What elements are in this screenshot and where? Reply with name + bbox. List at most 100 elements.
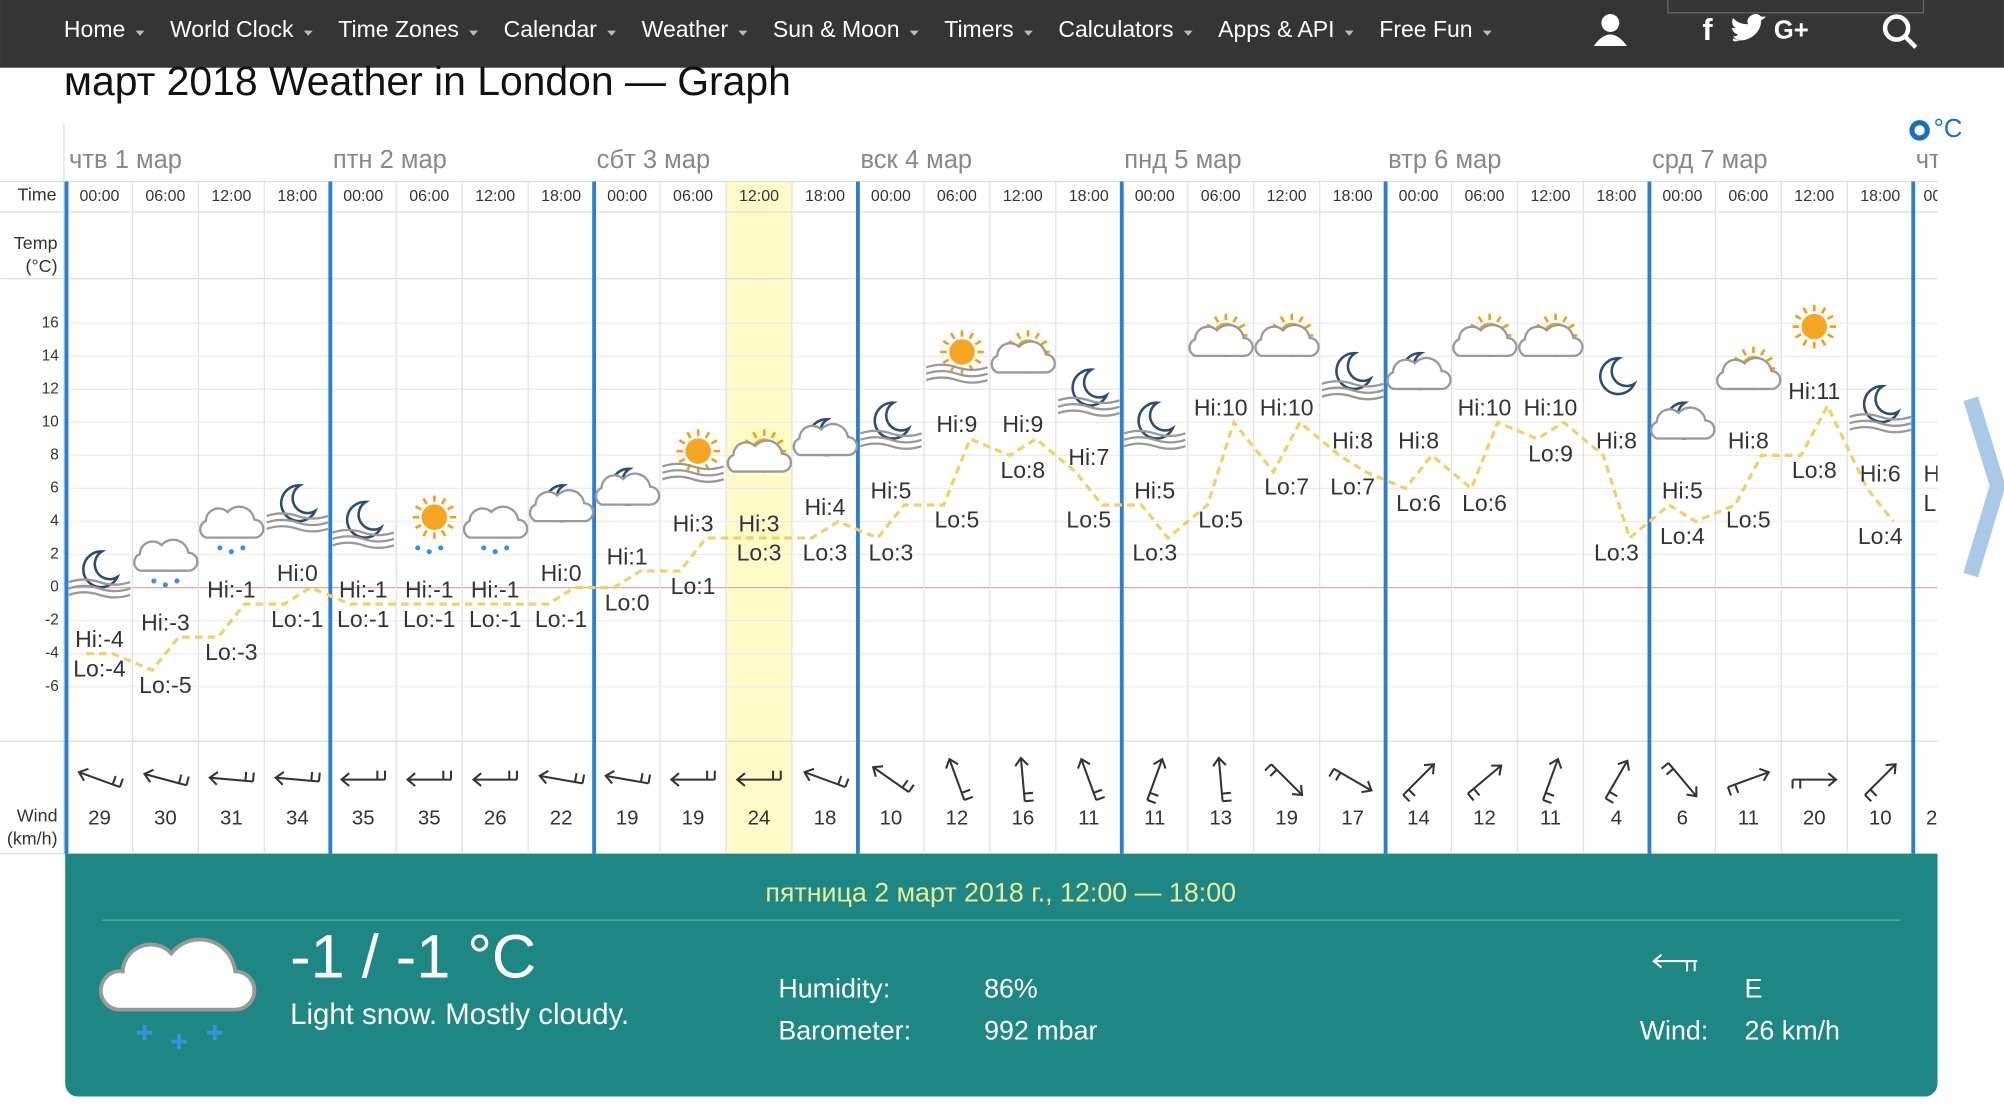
settings-icon[interactable] <box>1909 120 1930 141</box>
wind-arrow <box>77 767 124 788</box>
time-label: 12:00 <box>1003 188 1043 205</box>
sun <box>421 504 448 530</box>
wave <box>266 518 329 527</box>
nav-item[interactable]: Apps & API <box>1218 16 1334 42</box>
time-label: 12:00 <box>739 188 779 205</box>
wind-speed: 10 <box>1869 807 1892 830</box>
arrow-feather <box>1726 786 1732 796</box>
sun-ray <box>1826 333 1834 339</box>
sun-ray <box>1562 315 1568 323</box>
arrow-head <box>1423 763 1436 775</box>
arrow-shaft <box>605 774 649 785</box>
wave <box>1057 396 1120 405</box>
weather-icon <box>594 467 661 506</box>
nav-item[interactable]: Sun & Moon <box>773 16 900 42</box>
search-icon[interactable] <box>1882 14 1918 49</box>
hi-label: H <box>1923 461 1940 487</box>
nav-item[interactable]: Calculators <box>1058 16 1173 42</box>
time-label: 06:00 <box>673 188 713 205</box>
sun-ray <box>776 439 784 445</box>
nav-item[interactable]: Free Fun <box>1379 16 1472 42</box>
sun <box>1801 313 1828 340</box>
wind-arrow <box>1402 763 1436 803</box>
nav-item[interactable]: Time Zones <box>338 16 459 42</box>
arrow-feather <box>901 779 909 789</box>
sun-ray <box>414 523 422 530</box>
y-tick-label: 4 <box>50 513 59 530</box>
nav-item[interactable]: Home <box>64 16 125 42</box>
hi-label: Hi:5 <box>870 477 911 503</box>
cloud <box>1188 323 1254 358</box>
lo-label: Lo:8 <box>1792 457 1837 483</box>
arrow-shaft <box>1080 758 1098 801</box>
wave <box>859 436 922 444</box>
arrow-shaft <box>1019 757 1026 802</box>
wave <box>332 528 395 537</box>
arrow-head <box>1014 756 1029 767</box>
wave <box>925 363 988 372</box>
facebook-icon[interactable]: f <box>1702 13 1713 47</box>
wind-arrow <box>1328 767 1373 794</box>
sun-ray <box>1015 332 1022 340</box>
weather-icon <box>726 429 793 473</box>
wind-arrow <box>142 768 190 787</box>
hi-label: Hi:10 <box>1524 395 1578 421</box>
search-box[interactable] <box>1667 0 1925 14</box>
nav-item[interactable]: Calendar <box>504 16 598 42</box>
weather-icon <box>990 330 1056 374</box>
time-label: 18:00 <box>1596 188 1636 205</box>
nav-caret <box>909 30 919 36</box>
arrow-feather <box>1542 799 1552 805</box>
day-label: втр 6 мар <box>1388 146 1501 174</box>
sun-ray <box>942 358 950 364</box>
y-tick-label: 12 <box>42 380 59 397</box>
wind-speed: 19 <box>616 807 639 830</box>
arrow-feather <box>1264 763 1273 772</box>
lo-label: Lo:-1 <box>337 606 389 632</box>
wind-arrow <box>1864 763 1897 803</box>
arrow-head <box>1361 780 1373 794</box>
wind-speed: 6 <box>1677 807 1688 830</box>
wind-speed: 12 <box>1473 807 1496 830</box>
y-tick-label: 6 <box>50 479 59 496</box>
weather-icon <box>1518 313 1584 358</box>
arrow-shaft <box>78 771 121 788</box>
cloud <box>792 422 859 457</box>
day-label: сбт 3 мар <box>597 146 710 174</box>
nav-item[interactable]: Timers <box>944 16 1013 42</box>
twitter-icon[interactable] <box>1731 14 1767 42</box>
next-arrow[interactable] <box>1963 396 2004 578</box>
wave <box>662 475 725 483</box>
wind-speed: 35 <box>352 807 375 830</box>
gplus-icon[interactable]: G+ <box>1774 17 1809 45</box>
y-tick-label: 16 <box>42 314 59 331</box>
arrow-shaft <box>1217 757 1224 802</box>
arrow-head <box>1291 784 1304 797</box>
time-label: 00:00 <box>1135 188 1175 205</box>
sun-ray <box>1496 315 1502 323</box>
sun-ray <box>1820 339 1827 347</box>
y-tick-label: -6 <box>45 678 59 695</box>
cloud <box>528 489 595 523</box>
day-label: срд 7 мар <box>1652 146 1768 174</box>
sun-ray <box>1794 333 1802 339</box>
arrow-head <box>77 767 89 782</box>
wind-speed: 34 <box>286 807 309 830</box>
wave <box>925 376 988 384</box>
weather-icon <box>1254 313 1320 358</box>
weather-icon <box>662 429 725 483</box>
arrow-head <box>945 757 959 769</box>
arrow-head <box>208 771 219 786</box>
snow <box>415 545 421 551</box>
time-label: 12:00 <box>1530 188 1570 205</box>
nav-item[interactable]: Weather <box>642 16 729 42</box>
user-icon[interactable] <box>1593 14 1627 47</box>
arrow-head <box>1686 786 1698 798</box>
arrow-feather <box>1146 799 1157 805</box>
snow <box>217 545 223 551</box>
unit-toggle[interactable]: °C <box>1934 115 1963 143</box>
hi-label: Hi:-4 <box>75 626 124 652</box>
lo-label: Lo:7 <box>1264 474 1309 500</box>
nav-item[interactable]: World Clock <box>170 16 294 42</box>
wind-speed: 11 <box>1144 807 1165 830</box>
